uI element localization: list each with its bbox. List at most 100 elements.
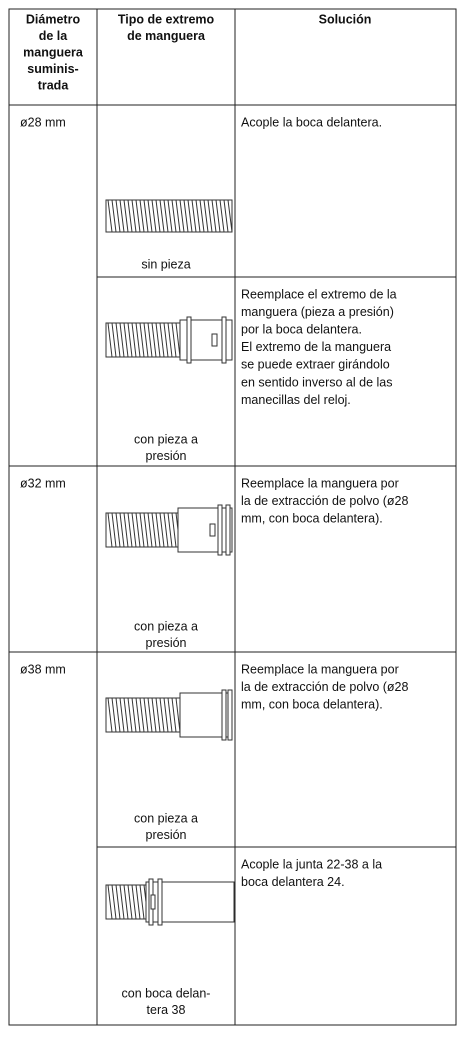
hose-rib [127,322,133,358]
hose-rib [171,697,177,733]
fitting-slot [209,523,216,537]
hose-rib [107,512,113,548]
hose-tube [105,697,183,733]
hose-rib [111,199,117,233]
caption: presión [146,636,187,650]
hose-rib [119,512,125,548]
hose-rib [179,199,185,233]
hose-rib [119,322,125,358]
hose-rib [155,512,161,548]
hose-rib [159,697,165,733]
hose-rib [135,512,141,548]
hose-rib [219,199,225,233]
hose-rib [167,512,173,548]
hose-rib [127,884,133,920]
hose-rib [119,199,125,233]
hose-rib [123,697,129,733]
solution-text: Reemplace el extremo de la [241,287,397,301]
fitting-ring [217,504,223,556]
hose-rib [147,697,153,733]
hose-rib [143,512,149,548]
hose-illustrations [105,199,235,926]
hose-rib [159,322,165,358]
solution-text: boca delantera 24. [241,875,345,889]
caption: presión [146,449,187,463]
hose-rib [151,697,157,733]
hose-rib [139,322,145,358]
hose-rib [155,199,161,233]
hose-rib [111,884,117,920]
hose-rib [163,697,169,733]
hose-rib [111,512,117,548]
solution-text: Reemplace la manguera por [241,476,399,490]
hose-rib [147,199,153,233]
hose-rib [131,322,137,358]
hose-rib [171,199,177,233]
hose-rib [111,697,117,733]
header-text: de manguera [127,29,206,43]
hose-rib [151,322,157,358]
hose-rib [155,697,161,733]
hose-rib [115,199,121,233]
hose-fitting [177,507,233,553]
header-text: trada [38,78,70,92]
hose-rib [207,199,213,233]
solution-text: El extremo de la manguera [241,340,391,354]
hose-rib [135,884,141,920]
solution-text: por la boca delantera. [241,322,362,336]
hose-rib [175,199,181,233]
hose-rib [115,884,121,920]
hose-rib [115,512,121,548]
fitting-ring [227,689,233,741]
solution-text: la de extracción de polvo (ø28 [241,680,409,694]
hose-rib [199,199,205,233]
hose-rib [123,512,129,548]
hose-rib [155,322,161,358]
hose-rib [159,199,165,233]
hose-rib [171,322,177,358]
hose-rib [135,199,141,233]
fitting-ring [186,316,192,364]
fitting-ring [225,504,231,556]
hose-rib [175,322,181,358]
hose-rib [151,199,157,233]
hose-rib [131,199,137,233]
solution-text: mm, con boca delantera). [241,511,383,525]
hose-rib [131,697,137,733]
hose-rib [167,697,173,733]
hose-rib [191,199,197,233]
hose-rib [107,884,113,920]
hose-rib [127,512,133,548]
table-borders [8,8,457,1026]
hose-rib [115,322,121,358]
hose-rib [127,199,133,233]
caption: presión [146,828,187,842]
hose-rib [147,322,153,358]
caption: con pieza a [134,619,198,633]
caption: con pieza a [134,432,198,446]
solution-text: manecillas del reloj. [241,393,351,407]
hose-rib [123,884,129,920]
fitting-ring [221,316,227,364]
hose-rib [167,199,173,233]
solution-text: se puede extraer girándolo [241,358,390,372]
hose-rib [131,884,137,920]
caption: con pieza a [134,811,198,825]
hose-rib [139,199,145,233]
solution-text: Acople la boca delantera. [241,115,382,129]
hose-rib [163,199,169,233]
hose-rib [143,697,149,733]
diameter: ø28 mm [20,115,66,129]
hose-rib [175,697,181,733]
caption: sin pieza [141,257,190,271]
solution-text: la de extracción de polvo (ø28 [241,494,409,508]
hose-rib [171,512,177,548]
hose-rib [139,697,145,733]
header-text: manguera [23,45,84,59]
header-text: suminis- [27,62,78,76]
header-text: Diámetro [26,12,81,26]
hose-rib [135,322,141,358]
hose-rib [163,512,169,548]
hose-rib [139,884,145,920]
